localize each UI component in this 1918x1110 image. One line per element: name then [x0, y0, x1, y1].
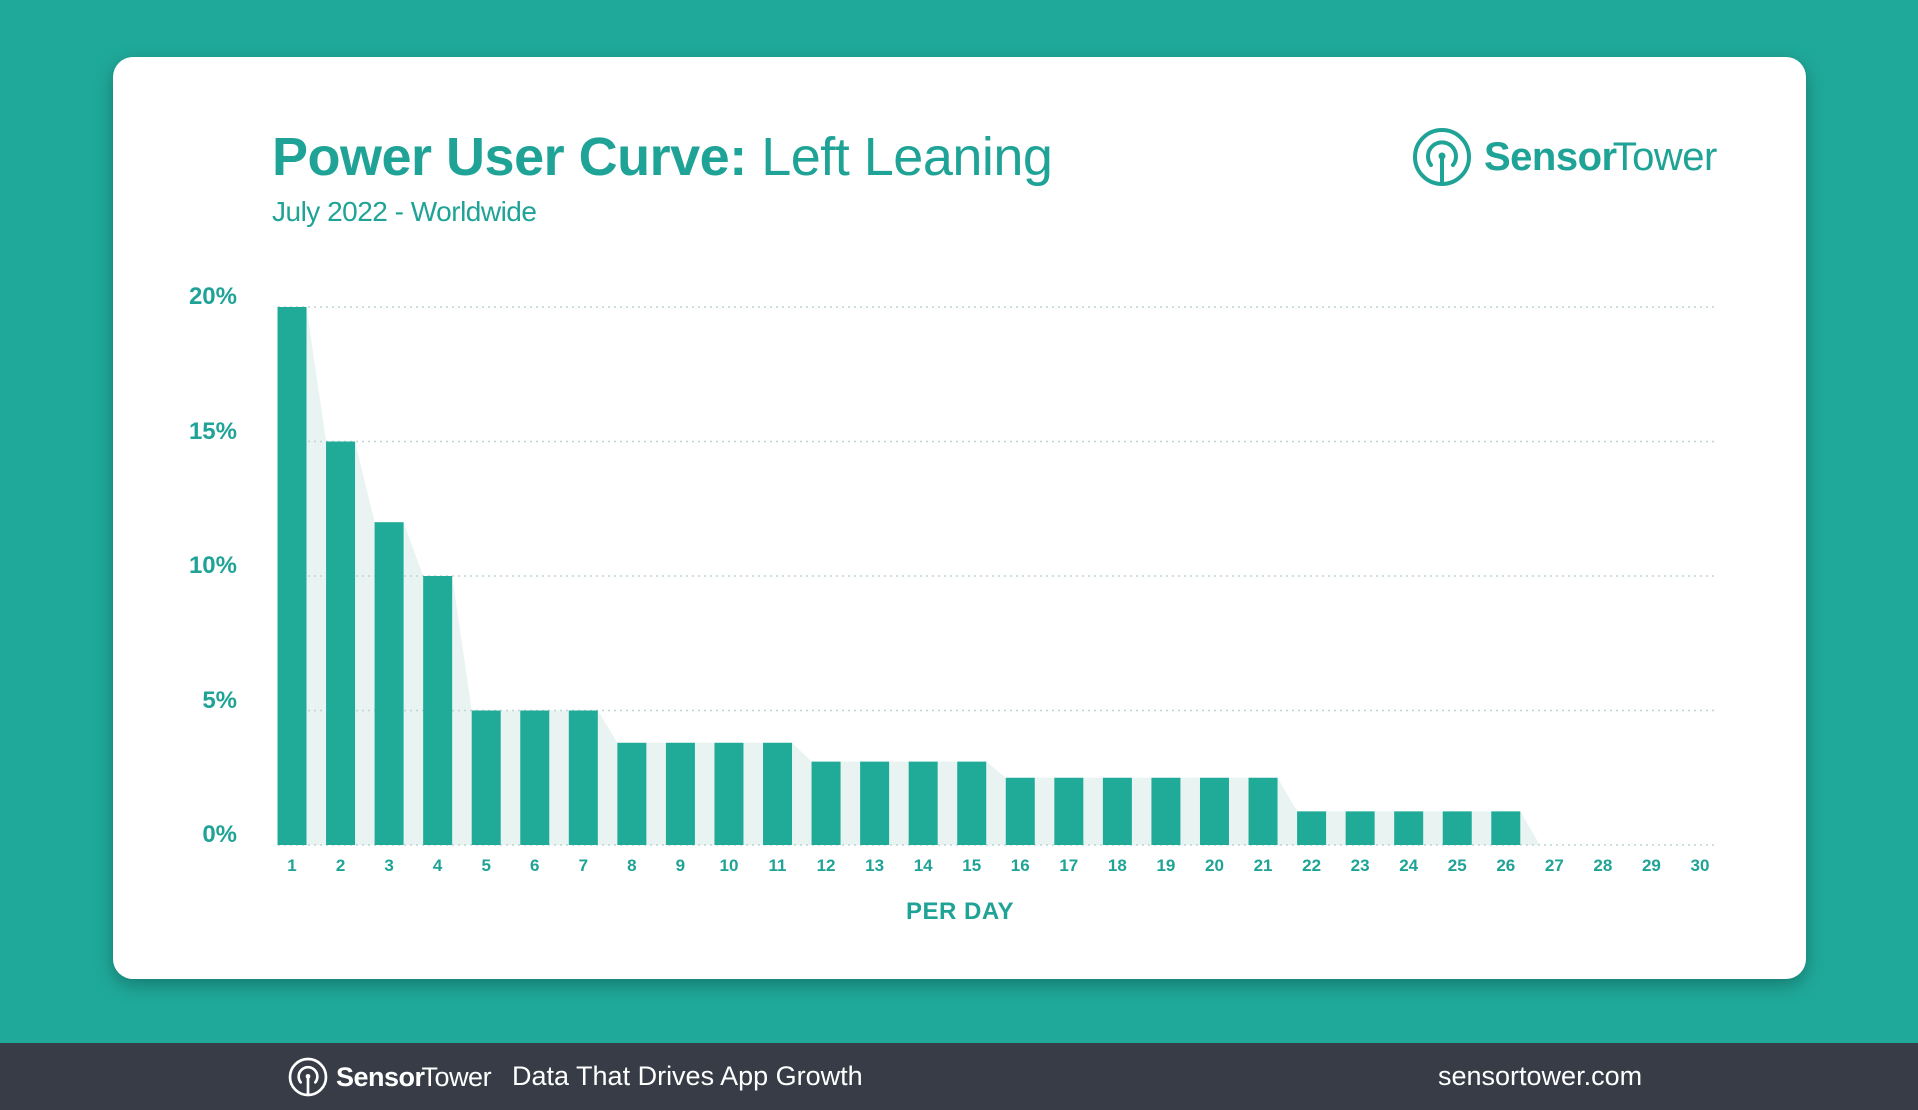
y-tick-label: 5% [202, 686, 237, 714]
x-tick-label: 29 [1641, 856, 1661, 875]
x-tick-label: 17 [1059, 856, 1079, 875]
sensor-tower-icon [288, 1057, 328, 1097]
y-tick-label: 20% [188, 283, 237, 310]
footer-url-link[interactable]: sensortower.com [1438, 1061, 1643, 1091]
x-tick-label: 19 [1156, 856, 1176, 875]
bar [1248, 777, 1278, 845]
x-tick-label: 11 [768, 856, 787, 875]
bar [471, 710, 501, 845]
bar [860, 761, 890, 845]
x-tick-label: 26 [1496, 856, 1516, 875]
x-tick-label: 6 [530, 856, 540, 875]
x-tick-label: 25 [1447, 856, 1467, 875]
x-tick-label: 28 [1593, 856, 1613, 875]
bar [1297, 811, 1327, 845]
x-tick-label: 18 [1107, 856, 1127, 875]
x-tick-label: 22 [1302, 856, 1322, 875]
chart-title: Power User Curve: Left Leaning [272, 126, 1053, 188]
x-tick-label: 24 [1399, 856, 1419, 875]
y-tick-label: 15% [188, 417, 237, 445]
x-tick-label: 13 [865, 856, 885, 875]
x-tick-label: 4 [432, 856, 443, 875]
bar [520, 710, 550, 845]
footer-brand-light: Tower [421, 1061, 492, 1092]
chart-title-light: Left Leaning [746, 127, 1053, 187]
x-tick-label: 10 [719, 856, 739, 875]
x-tick-label: 9 [675, 856, 686, 875]
sensor-tower-icon [1413, 128, 1471, 186]
bar [423, 576, 453, 845]
bar [957, 761, 987, 845]
x-tick-label: 15 [962, 856, 982, 875]
x-tick-label: 20 [1205, 856, 1224, 875]
x-tick-label: 14 [913, 856, 933, 875]
bar [1345, 811, 1375, 845]
x-tick-label: 27 [1544, 856, 1564, 875]
x-axis-title: PER DAY [906, 898, 1014, 925]
brand-name-bold: Sensor [1484, 134, 1617, 179]
bar [1151, 777, 1181, 845]
x-tick-label: 16 [1010, 856, 1030, 875]
bar [665, 742, 695, 845]
bar [617, 742, 647, 845]
bar [1102, 777, 1132, 845]
footer-bar: SensorTower Data That Drives App Growth … [0, 1043, 1918, 1110]
bar [811, 761, 841, 845]
x-tick-label: 1 [287, 856, 297, 875]
bar [714, 742, 744, 845]
chart-title-bold: Power User Curve: [272, 127, 747, 187]
bar [277, 307, 307, 845]
x-tick-label: 5 [481, 856, 491, 875]
x-tick-label: 21 [1253, 856, 1273, 875]
x-tick-label: 3 [384, 856, 394, 875]
brand-name-light: Tower [1612, 134, 1718, 179]
area-shading [277, 307, 1715, 845]
footer-tagline: Data That Drives App Growth [512, 1061, 863, 1091]
bar [326, 441, 356, 845]
x-tick-label: 2 [335, 856, 346, 875]
y-tick-label: 10% [188, 552, 237, 579]
footer-brand-bold: Sensor [336, 1061, 425, 1092]
y-tick-label: 0% [202, 821, 237, 848]
x-tick-label: 8 [627, 856, 637, 875]
brand-logo: SensorTower [1412, 126, 1717, 188]
bar [374, 522, 404, 845]
bar [1054, 777, 1084, 845]
bar [568, 710, 598, 845]
x-tick-label: 23 [1350, 856, 1370, 875]
x-tick-label: 12 [816, 856, 836, 875]
bar [908, 761, 938, 845]
x-tick-label: 30 [1690, 856, 1710, 875]
bar [1394, 811, 1424, 845]
bar [763, 742, 793, 845]
bar [1491, 811, 1521, 845]
footer-logo[interactable]: SensorTower [288, 1057, 492, 1097]
bar [1199, 777, 1229, 845]
bar [1442, 811, 1472, 845]
x-tick-label: 7 [578, 856, 589, 875]
bar [1005, 777, 1035, 845]
chart-subtitle: July 2022 - Worldwide [272, 196, 537, 227]
